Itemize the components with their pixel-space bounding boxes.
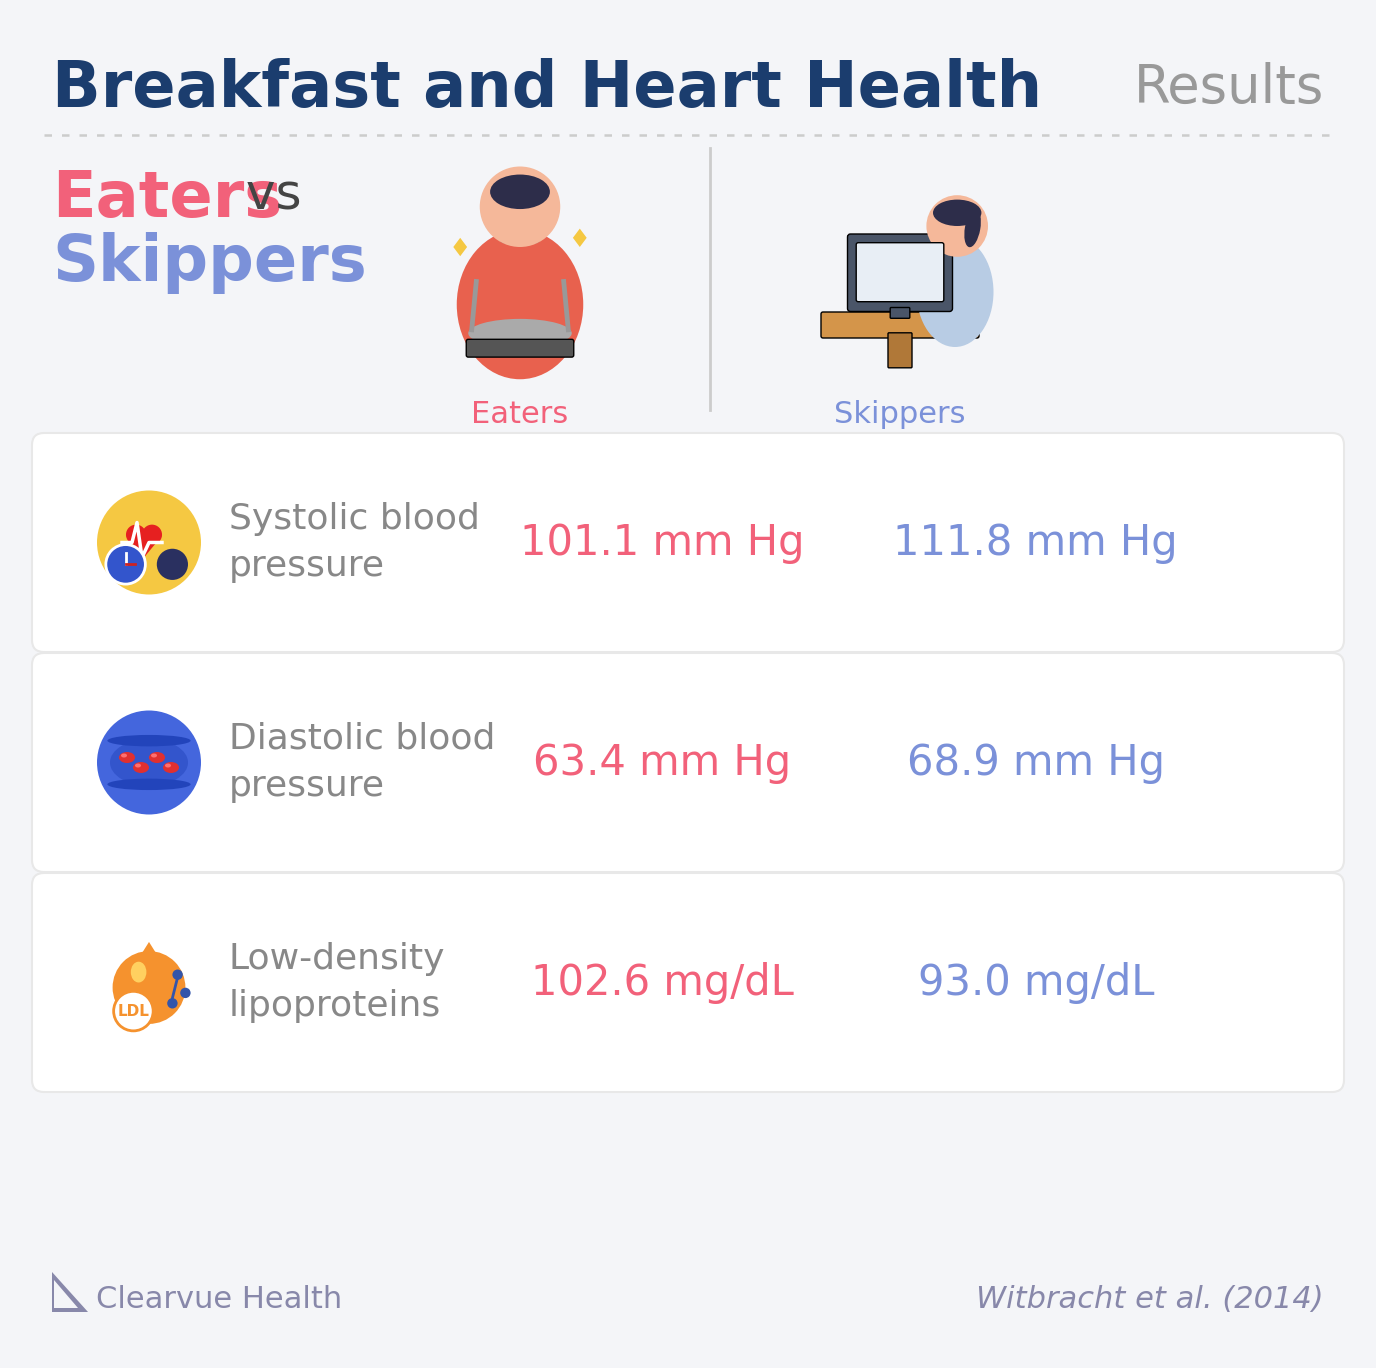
Text: Clearvue Health: Clearvue Health	[96, 1286, 343, 1315]
Text: LDL: LDL	[117, 1004, 150, 1019]
Ellipse shape	[528, 193, 553, 244]
Ellipse shape	[916, 237, 993, 347]
Polygon shape	[127, 536, 162, 558]
Ellipse shape	[107, 778, 191, 791]
Circle shape	[926, 196, 988, 257]
Polygon shape	[52, 1272, 88, 1312]
Ellipse shape	[133, 762, 149, 773]
Text: Skippers: Skippers	[52, 233, 367, 294]
Text: Systolic blood
pressure: Systolic blood pressure	[228, 502, 480, 583]
Circle shape	[142, 525, 162, 544]
Ellipse shape	[151, 754, 157, 758]
Text: Eaters: Eaters	[52, 168, 282, 230]
Ellipse shape	[107, 735, 191, 747]
Ellipse shape	[965, 209, 981, 248]
FancyBboxPatch shape	[890, 308, 910, 319]
Ellipse shape	[487, 193, 512, 244]
Text: 93.0 mg/dL: 93.0 mg/dL	[918, 962, 1154, 1004]
Text: vs: vs	[230, 172, 301, 220]
Text: Eaters: Eaters	[472, 399, 568, 430]
Ellipse shape	[149, 752, 165, 763]
Ellipse shape	[490, 175, 550, 209]
Text: 63.4 mm Hg: 63.4 mm Hg	[533, 741, 791, 784]
Text: Diastolic blood
pressure: Diastolic blood pressure	[228, 722, 495, 803]
Polygon shape	[453, 238, 466, 256]
Circle shape	[114, 992, 153, 1031]
Text: 68.9 mm Hg: 68.9 mm Hg	[907, 741, 1164, 784]
Ellipse shape	[135, 763, 140, 767]
FancyBboxPatch shape	[32, 653, 1344, 871]
Text: Results: Results	[1134, 62, 1324, 114]
Text: Witbracht et al. (2014): Witbracht et al. (2014)	[977, 1286, 1324, 1315]
Text: 101.1 mm Hg: 101.1 mm Hg	[520, 521, 805, 564]
Text: 102.6 mg/dL: 102.6 mg/dL	[531, 962, 794, 1004]
Circle shape	[96, 710, 201, 814]
Text: Breakfast and Heart Health: Breakfast and Heart Health	[52, 57, 1042, 120]
Polygon shape	[54, 1280, 78, 1308]
Circle shape	[113, 951, 186, 1023]
Ellipse shape	[933, 200, 981, 226]
Ellipse shape	[468, 319, 572, 347]
Circle shape	[106, 544, 146, 584]
Circle shape	[180, 988, 191, 999]
Ellipse shape	[118, 752, 135, 763]
Text: 111.8 mm Hg: 111.8 mm Hg	[893, 521, 1178, 564]
FancyBboxPatch shape	[888, 332, 912, 368]
Text: Skippers: Skippers	[834, 399, 966, 430]
Ellipse shape	[457, 230, 583, 379]
FancyBboxPatch shape	[856, 242, 944, 302]
Ellipse shape	[165, 763, 171, 767]
Circle shape	[168, 999, 178, 1008]
Circle shape	[172, 970, 183, 979]
Ellipse shape	[131, 962, 146, 982]
Circle shape	[127, 525, 146, 544]
Ellipse shape	[162, 762, 179, 773]
FancyBboxPatch shape	[848, 234, 952, 312]
FancyBboxPatch shape	[821, 312, 978, 338]
Circle shape	[480, 167, 560, 248]
FancyBboxPatch shape	[32, 873, 1344, 1092]
Circle shape	[96, 491, 201, 595]
Circle shape	[157, 549, 189, 580]
Ellipse shape	[110, 739, 189, 785]
Text: Low-density
lipoproteins: Low-density lipoproteins	[228, 941, 446, 1023]
Polygon shape	[121, 943, 178, 988]
FancyBboxPatch shape	[32, 434, 1344, 653]
FancyBboxPatch shape	[466, 339, 574, 357]
Ellipse shape	[121, 754, 127, 758]
Polygon shape	[572, 228, 586, 248]
